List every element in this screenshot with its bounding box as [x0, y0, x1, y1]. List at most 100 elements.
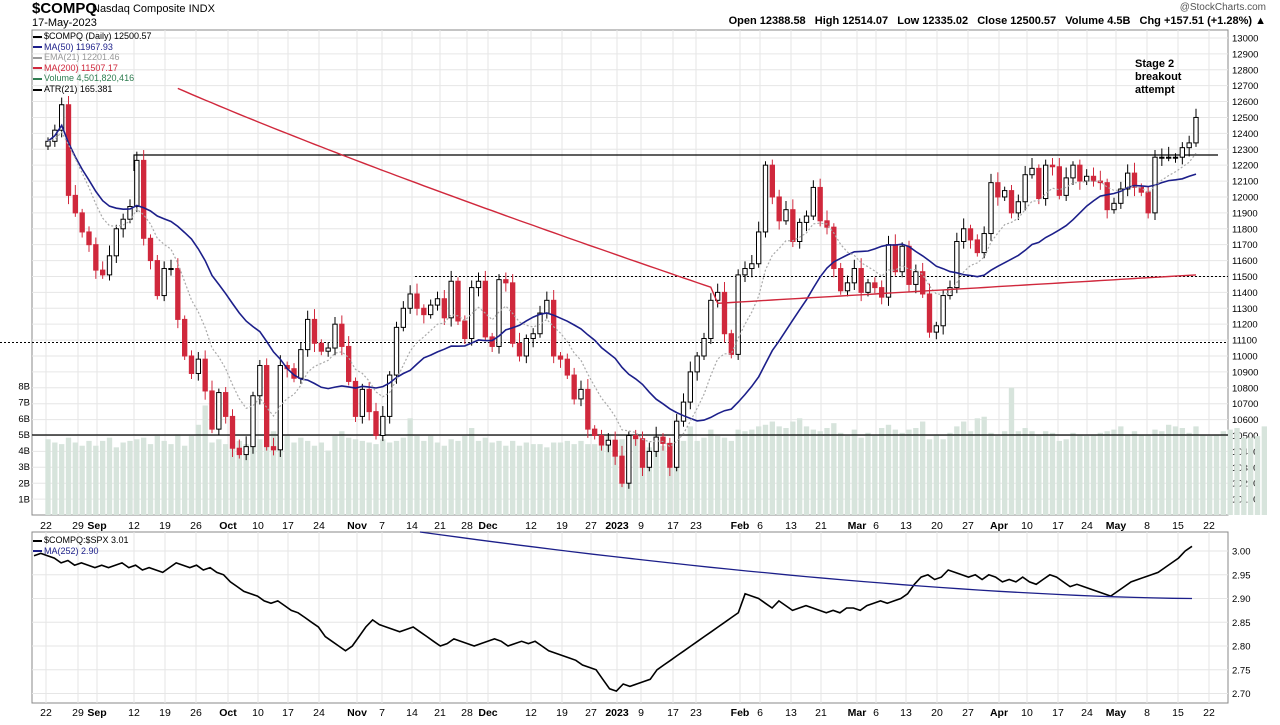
volume-bar	[1015, 431, 1021, 515]
volume-bar	[578, 440, 584, 515]
candle-down	[920, 271, 926, 295]
volume-bar	[1125, 434, 1131, 515]
y-tick-label: 11200	[1232, 320, 1258, 331]
volume-bar	[229, 444, 236, 515]
volume-bar	[1063, 439, 1069, 515]
candle-up	[469, 287, 475, 339]
volume-bar	[1138, 434, 1144, 515]
candle-down	[776, 196, 782, 222]
x-tick-label: Dec	[478, 520, 497, 532]
x-tick-label: 27	[962, 520, 974, 532]
volume-bar	[339, 431, 345, 515]
volume-bar	[660, 445, 666, 515]
candle-down	[503, 279, 509, 284]
volume-bar	[646, 447, 652, 515]
volume-bar	[1002, 431, 1008, 515]
y-tick-label: 13000	[1232, 33, 1258, 44]
candle-down	[817, 186, 823, 222]
volume-bar	[749, 429, 755, 515]
lower-plot-frame	[31, 531, 1229, 704]
volume-bar	[708, 429, 714, 515]
x-tick-label: 19	[556, 520, 568, 532]
candle-up	[981, 233, 987, 254]
candle-down	[612, 439, 618, 457]
lower-x-tick-label: 12	[128, 707, 140, 719]
volume-bar	[482, 437, 488, 515]
x-tick-label: 2023	[605, 520, 629, 532]
x-tick-label: 17	[1052, 520, 1064, 532]
volume-bar	[1193, 426, 1199, 515]
volume-bar	[537, 444, 543, 515]
candle-down	[93, 244, 99, 271]
lower-x-tick-label: 7	[379, 707, 385, 719]
candle-down	[236, 447, 243, 456]
candle-up	[646, 450, 653, 468]
volume-bar	[1077, 434, 1083, 515]
candle-down	[872, 282, 878, 289]
volume-bar	[496, 440, 502, 515]
candle-up	[537, 312, 543, 335]
candle-down	[557, 355, 564, 360]
candle-down	[1077, 164, 1083, 182]
volume-bar	[954, 426, 960, 515]
candle-up	[885, 244, 892, 298]
volume-bar	[305, 440, 311, 515]
x-tick-label: 23	[690, 520, 702, 532]
volume-bar	[188, 436, 195, 515]
candle-up	[1063, 177, 1069, 196]
x-tick-label: 12	[128, 520, 140, 532]
candle-down	[728, 333, 735, 355]
candle-up	[749, 263, 755, 270]
volume-bar	[967, 431, 974, 515]
candle-up	[250, 395, 256, 448]
candle-up	[161, 268, 167, 297]
candle-up	[1159, 156, 1165, 159]
volume-bar	[59, 444, 65, 515]
candle-up	[1070, 164, 1076, 179]
candle-up	[797, 221, 803, 242]
main-legend: $COMPQ (Daily) 12500.57 MA(50) 11967.93 EM…	[33, 31, 152, 95]
candle-up	[45, 140, 51, 147]
candle-down	[79, 212, 85, 233]
candle-down	[1008, 190, 1015, 214]
lower-y-tick-label: 2.90	[1232, 594, 1251, 605]
lower-x-tick-label: 2023	[605, 707, 629, 719]
lower-x-tick-label: 13	[785, 707, 797, 719]
y-tick-label: 10700	[1232, 399, 1258, 410]
x-tick-label: Apr	[990, 520, 1008, 532]
volume-bar	[892, 429, 898, 515]
volume-bar	[776, 426, 782, 515]
candle-up	[844, 282, 851, 292]
candle-down	[858, 268, 864, 293]
x-tick-label: 13	[785, 520, 797, 532]
candle-down	[516, 342, 523, 357]
y-tick-label: 10800	[1232, 383, 1258, 394]
volume-bar	[680, 440, 687, 515]
x-tick-label: 28	[461, 520, 473, 532]
candle-up	[407, 293, 413, 309]
y-tick-label: 11800	[1232, 224, 1258, 235]
volume-bar	[209, 442, 215, 515]
candle-down	[967, 228, 974, 241]
candle-up	[701, 337, 707, 357]
volume-bar	[373, 444, 379, 515]
volume-bar	[346, 437, 352, 515]
candle-down	[175, 268, 181, 320]
open-label: Open	[728, 15, 757, 27]
x-tick-label: 8	[1144, 520, 1150, 532]
candle-up	[947, 287, 953, 297]
candle-down	[598, 434, 605, 446]
legend-text: ATR(21) 165.381	[44, 83, 113, 94]
candle-up	[1166, 156, 1172, 159]
volume-bar	[1008, 387, 1015, 515]
ohlc-readout: Open 12388.58 High 12514.07 Low 12335.02…	[723, 15, 1266, 27]
x-tick-label: 21	[434, 520, 446, 532]
y-tick-label: 12700	[1232, 81, 1258, 92]
candle-down	[831, 226, 837, 270]
volume-bar	[687, 426, 693, 515]
volume-bar	[961, 421, 967, 515]
volume-bar	[838, 432, 844, 515]
candle-up	[1186, 142, 1192, 149]
y-tick-label: 12500	[1232, 113, 1258, 124]
